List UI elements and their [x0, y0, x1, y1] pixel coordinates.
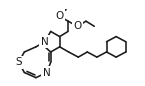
- Text: O: O: [56, 11, 64, 21]
- Text: S: S: [15, 57, 22, 67]
- Text: N: N: [41, 37, 49, 47]
- Text: N: N: [43, 68, 51, 77]
- Text: O: O: [74, 21, 82, 31]
